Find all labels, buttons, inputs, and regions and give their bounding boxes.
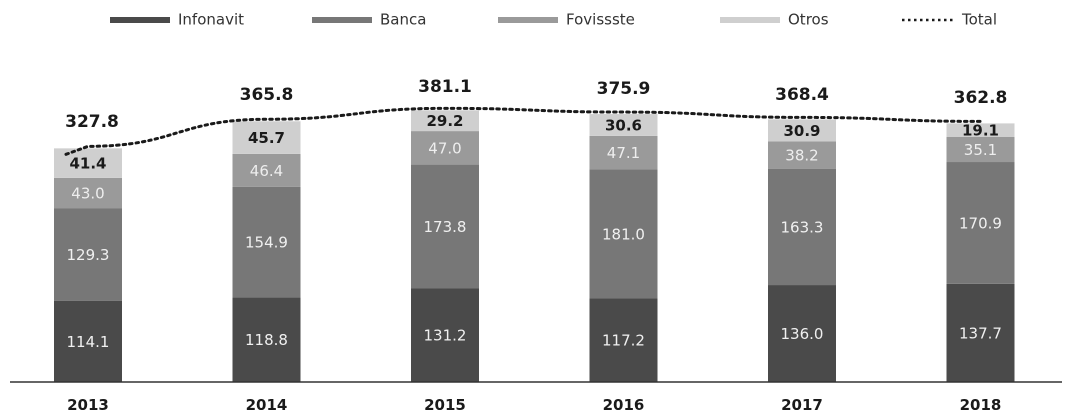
total-series: 327.8 365.8 381.1 375.9 368.4 362.8 <box>64 77 1008 156</box>
data-label-otros-2018: 19.1 <box>962 122 999 140</box>
data-label-banca-2015: 173.8 <box>424 218 467 236</box>
legend-label-banca: Banca <box>380 11 426 29</box>
total-label-2016: 375.9 <box>597 79 651 99</box>
data-label-infonavit-2018: 137.7 <box>959 324 1002 342</box>
bar-segment-infonavit-2017 <box>768 285 836 382</box>
bar-segment-fovissste-2017 <box>768 141 836 169</box>
legend-swatch-banca <box>312 17 372 23</box>
bar-segment-banca-2013 <box>54 208 122 301</box>
data-label-banca-2017: 163.3 <box>781 218 824 236</box>
legend-label-fovissste: Fovissste <box>566 11 635 29</box>
bars: 114.1 129.3 43.0 41.4 118.8 154.9 46.4 45.7 131.… <box>54 110 1015 382</box>
x-tick-label-2016: 2016 <box>603 396 645 414</box>
total-label-2015: 381.1 <box>418 77 472 97</box>
total-label-2014: 365.8 <box>240 85 294 105</box>
data-label-fovissste-2015: 47.0 <box>428 139 461 157</box>
bar-segment-banca-2018 <box>946 162 1015 284</box>
legend-swatch-otros <box>720 17 780 23</box>
data-label-otros-2016: 30.6 <box>605 116 642 134</box>
bar-segment-banca-2017 <box>768 168 836 286</box>
data-label-otros-2013: 41.4 <box>69 155 106 173</box>
x-tick-label-2015: 2015 <box>424 396 466 414</box>
legend-label-infonavit: Infonavit <box>178 11 244 29</box>
bar-segment-otros-2017 <box>768 119 836 142</box>
x-tick-label-2017: 2017 <box>781 396 823 414</box>
bar-2018: 137.7 170.9 35.119.1 <box>946 122 1015 382</box>
bar-2015: 131.2 173.8 47.0 29.2 <box>411 110 479 382</box>
legend-swatch-fovissste <box>498 17 558 23</box>
x-tick-label-2013: 2013 <box>67 396 109 414</box>
bar-segment-fovissste-2014 <box>232 153 301 187</box>
bar-segment-fovissste-2018 <box>946 137 1015 163</box>
bar-segment-banca-2014 <box>232 186 301 298</box>
x-tick-label-2018: 2018 <box>960 396 1002 414</box>
total-label-2013: 327.8 <box>65 112 119 132</box>
data-label-infonavit-2014: 118.8 <box>245 331 288 349</box>
data-label-fovissste-2018: 35.1 <box>964 141 997 159</box>
data-label-infonavit-2017: 136.0 <box>781 325 824 343</box>
data-label-fovissste-2016: 47.1 <box>607 144 640 162</box>
bar-segment-fovissste-2016 <box>589 135 658 170</box>
bar-2016: 117.2 181.0 47.1 30.6 <box>589 114 658 382</box>
bar-segment-otros-2018 <box>946 123 1015 138</box>
total-line <box>64 106 982 156</box>
legend-swatch-infonavit <box>110 17 170 23</box>
data-label-fovissste-2013: 43.0 <box>71 185 104 203</box>
data-label-fovissste-2017: 38.2 <box>785 147 818 165</box>
bar-segment-banca-2015 <box>411 164 479 289</box>
bar-2013: 114.1 129.3 43.0 41.4 <box>54 148 122 382</box>
x-tick-label-2014: 2014 <box>246 396 288 414</box>
total-label-2017: 368.4 <box>775 85 829 105</box>
bar-segment-infonavit-2015 <box>411 288 479 382</box>
legend-label-otros: Otros <box>788 11 829 29</box>
bar-2014: 118.8 154.9 46.4 45.7 <box>232 121 301 382</box>
data-label-infonavit-2016: 117.2 <box>602 332 645 350</box>
data-label-banca-2016: 181.0 <box>602 225 645 243</box>
bar-segment-otros-2015 <box>411 110 479 132</box>
bar-segment-infonavit-2018 <box>946 283 1015 382</box>
bar-2017: 136.0 163.3 38.2 30.9 <box>768 119 836 382</box>
data-label-fovissste-2014: 46.4 <box>250 162 283 180</box>
data-label-banca-2014: 154.9 <box>245 234 288 252</box>
data-label-otros-2015: 29.2 <box>426 112 463 130</box>
bar-segment-otros-2014 <box>232 121 301 154</box>
data-label-banca-2018: 170.9 <box>959 214 1002 232</box>
bar-segment-fovissste-2013 <box>54 177 122 209</box>
bar-segment-otros-2016 <box>589 114 658 136</box>
data-label-otros-2014: 45.7 <box>248 129 285 147</box>
bar-segment-infonavit-2013 <box>54 300 122 382</box>
data-label-infonavit-2013: 114.1 <box>67 333 110 351</box>
bar-segment-infonavit-2016 <box>589 298 658 382</box>
total-label-2018: 362.8 <box>954 88 1008 108</box>
bar-segment-fovissste-2015 <box>411 131 479 165</box>
data-label-otros-2017: 30.9 <box>783 122 820 140</box>
bar-segment-banca-2016 <box>589 169 658 299</box>
data-label-banca-2013: 129.3 <box>67 246 110 264</box>
legend: Infonavit Banca Fovissste Otros Total <box>110 11 997 29</box>
legend-label-total: Total <box>961 11 997 29</box>
bar-segment-infonavit-2014 <box>232 297 301 382</box>
x-axis-tick-labels: 2013 2014 2015 2016 2017 2018 <box>67 396 1001 414</box>
data-label-infonavit-2015: 131.2 <box>424 327 467 345</box>
